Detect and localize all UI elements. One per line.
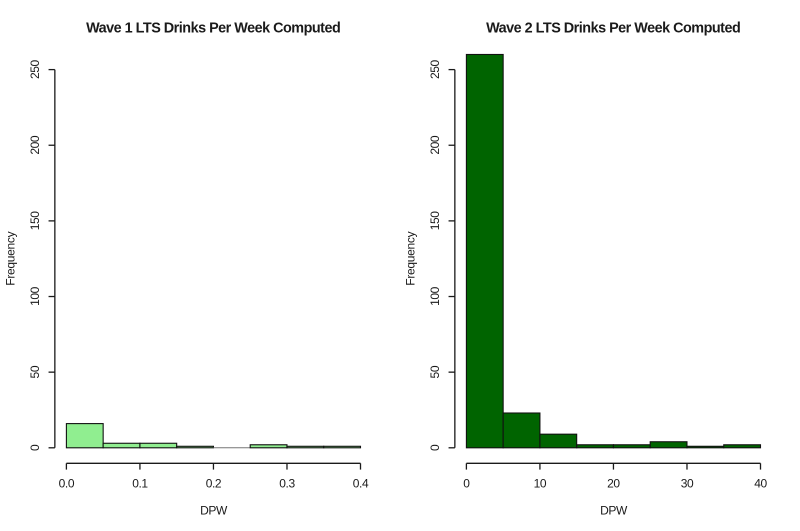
svg-text:250: 250	[428, 59, 442, 79]
svg-text:Wave 2 LTS Drinks Per Week Com: Wave 2 LTS Drinks Per Week Computed	[486, 21, 740, 37]
svg-text:200: 200	[428, 135, 442, 155]
svg-text:Frequency: Frequency	[4, 231, 18, 285]
svg-text:250: 250	[28, 59, 42, 79]
svg-text:40: 40	[754, 477, 767, 491]
svg-text:0.0: 0.0	[59, 477, 75, 491]
svg-text:20: 20	[607, 477, 620, 491]
svg-text:DPW: DPW	[200, 503, 228, 517]
svg-text:150: 150	[28, 211, 42, 231]
svg-text:50: 50	[28, 365, 42, 378]
svg-text:50: 50	[428, 365, 442, 378]
svg-text:0: 0	[28, 444, 42, 451]
svg-text:0.2: 0.2	[206, 477, 222, 491]
svg-text:0.3: 0.3	[279, 477, 295, 491]
svg-text:Frequency: Frequency	[404, 231, 418, 285]
svg-text:10: 10	[534, 477, 547, 491]
svg-text:Wave 1 LTS Drinks Per Week Com: Wave 1 LTS Drinks Per Week Computed	[86, 21, 340, 37]
svg-text:0.1: 0.1	[132, 477, 148, 491]
svg-text:150: 150	[428, 211, 442, 231]
svg-text:DPW: DPW	[600, 503, 628, 517]
svg-text:100: 100	[28, 286, 42, 306]
svg-text:0.4: 0.4	[353, 477, 369, 491]
svg-text:0: 0	[428, 444, 442, 451]
svg-text:200: 200	[28, 135, 42, 155]
svg-text:100: 100	[428, 286, 442, 306]
svg-text:30: 30	[681, 477, 694, 491]
svg-text:0: 0	[463, 477, 470, 491]
